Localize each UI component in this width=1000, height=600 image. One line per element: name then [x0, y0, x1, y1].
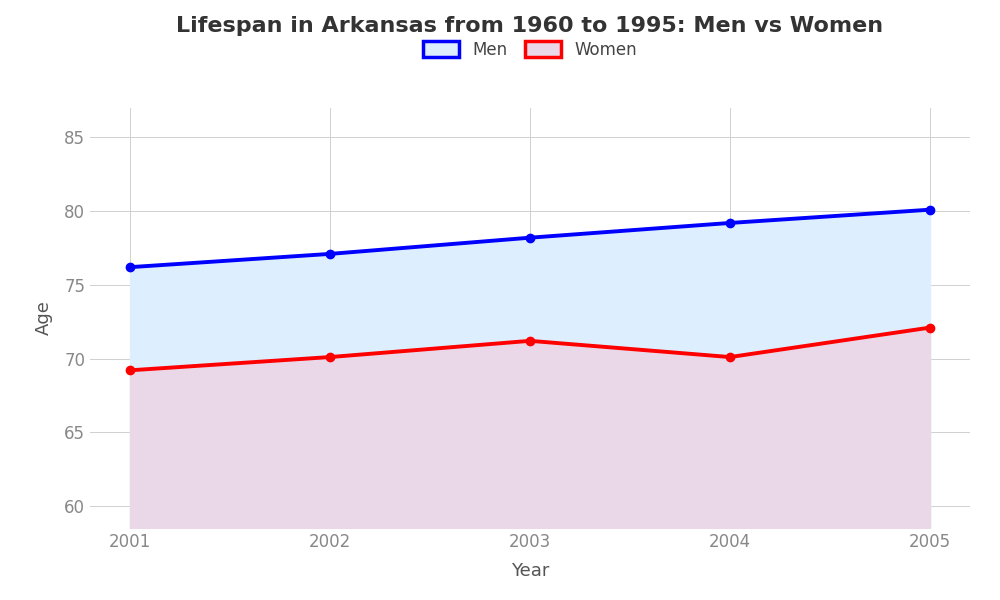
X-axis label: Year: Year: [511, 562, 549, 580]
Legend: Men, Women: Men, Women: [423, 41, 637, 59]
Title: Lifespan in Arkansas from 1960 to 1995: Men vs Women: Lifespan in Arkansas from 1960 to 1995: …: [176, 16, 884, 35]
Y-axis label: Age: Age: [35, 301, 53, 335]
